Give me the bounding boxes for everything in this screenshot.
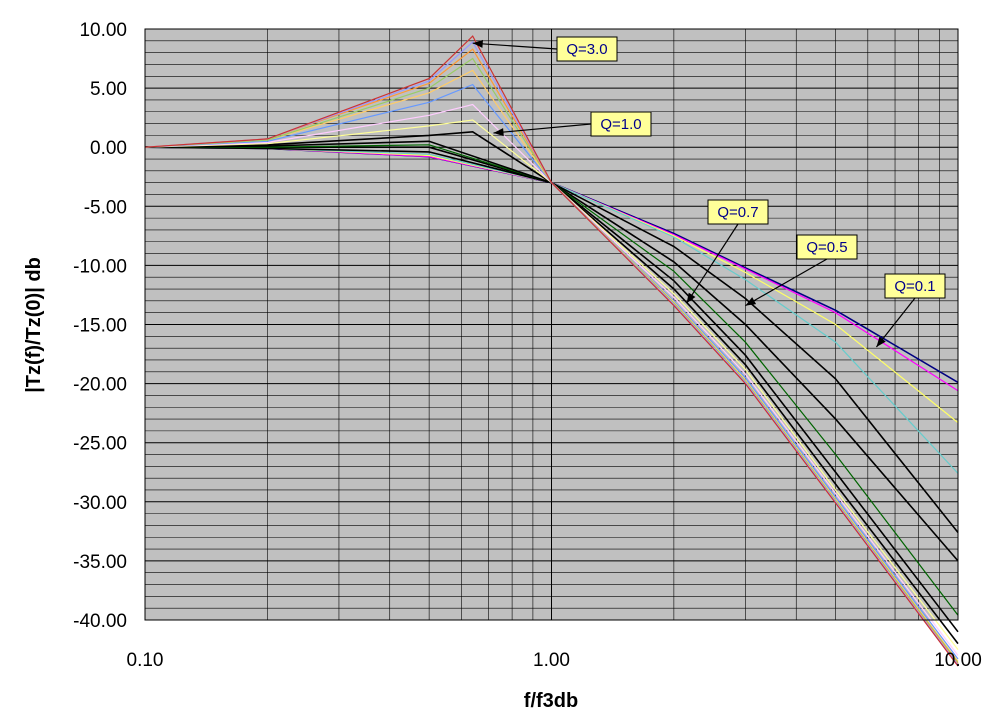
series-line-8 [144, 140, 959, 633]
annotation-arrow [875, 297, 916, 348]
annotation-arrowhead [472, 39, 483, 48]
annotation-arrow [493, 123, 592, 134]
y-tick-label: -30.00 [73, 493, 127, 514]
y-tick-label: -20.00 [73, 375, 127, 396]
annotation-arrow [745, 258, 828, 307]
x-tick-label: 10.00 [934, 650, 982, 671]
annotation-label: Q=0.1 [894, 278, 935, 295]
annotation-label: Q=0.7 [717, 204, 758, 221]
annotation-box [707, 199, 769, 225]
annotation-label: Q=1.0 [600, 116, 641, 133]
y-tick-label: -15.00 [73, 316, 127, 337]
annotation-label: Q=0.5 [806, 239, 847, 256]
y-tick-label: -35.00 [73, 552, 127, 573]
annotation-label: Q=3.0 [566, 41, 607, 58]
y-tick-label: 5.00 [90, 79, 127, 100]
y-tick-label: 0.00 [90, 138, 127, 159]
x-tick-label: 1.00 [533, 650, 570, 671]
annotation-arrowhead [876, 336, 886, 347]
y-tick-label: -40.00 [73, 611, 127, 632]
annotation-arrow [686, 223, 739, 304]
y-axis-title: |Tz(f)/Tz(0)| db [23, 257, 45, 393]
series-line-17 [144, 35, 959, 667]
plot-area [144, 28, 959, 667]
y-tick-label: -10.00 [73, 256, 127, 277]
plot-border [144, 28, 959, 621]
annotation-arrowhead [745, 297, 757, 306]
x-axis-title: f/f3db [524, 690, 578, 712]
y-tick-label: -5.00 [84, 197, 127, 218]
series-line-7 [145, 144, 959, 616]
y-tick-label: 10.00 [79, 20, 127, 41]
y-axis-ticks: 10.00 5.00 0.00 -5.00 -10.00 -15.00 -20.00 -25.… [73, 20, 127, 632]
y-tick-label: -25.00 [73, 434, 127, 455]
annotation-box [884, 273, 946, 299]
annotation-box [796, 234, 858, 260]
annotation-box [556, 36, 618, 62]
annotation-arrowhead [493, 128, 504, 137]
annotation-box [590, 111, 652, 137]
series-line-5 [144, 146, 959, 533]
x-axis-ticks: 0.10 1.00 10.00 [127, 650, 982, 671]
annotation-arrowhead [686, 292, 696, 304]
annotation-arrow [472, 42, 558, 50]
x-tick-label: 0.10 [127, 650, 164, 671]
annotations: Q=3.0 Q=1.0 Q=0.7 Q=0.5 Q=0.1 [472, 36, 946, 348]
